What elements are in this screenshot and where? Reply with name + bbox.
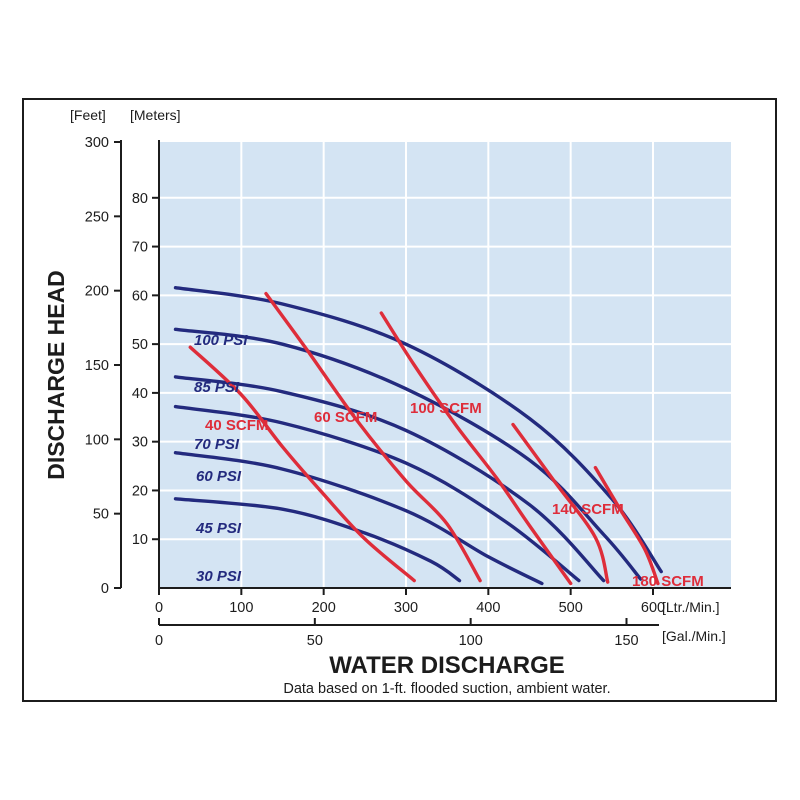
meters-tick-label: 50 (132, 337, 148, 353)
label-100-scfm: 100 SCFM (410, 400, 482, 417)
meters-tick-label: 60 (132, 288, 148, 304)
feet-tick-label: 300 (85, 135, 109, 151)
label-85-psi: 85 PSI (194, 379, 240, 396)
liters-tick-label: 200 (312, 600, 336, 616)
meters-tick-label: 30 (132, 435, 148, 451)
series-labels: 100 PSI 85 PSI 70 PSI 60 PSI 45 PSI 30 PSI 40 … (194, 332, 704, 590)
liters-tick-label: 300 (394, 600, 418, 616)
feet-tick-label: 50 (93, 507, 109, 523)
gallons-axis-label: [Gal./Min.] (662, 628, 726, 644)
meters-tick-label: 20 (132, 483, 148, 499)
tick-labels: 0 50 100 150 200 250 300 10 20 30 40 50 60 70 80 0 100 20… (85, 135, 665, 649)
label-30-psi: 30 PSI (196, 568, 242, 585)
liters-tick-label: 500 (559, 600, 583, 616)
axes (114, 140, 731, 626)
feet-tick-label: 250 (85, 209, 109, 225)
label-140-scfm: 140 SCFM (552, 501, 624, 518)
curve-100-scfm (379, 311, 573, 586)
x-axis-title: WATER DISCHARGE (329, 652, 565, 679)
meters-tick-label: 10 (132, 532, 148, 548)
gallons-tick-label: 50 (307, 633, 323, 649)
curve-180-scfm (593, 465, 660, 586)
liters-tick-label: 400 (476, 600, 500, 616)
chart-frame: 0 50 100 150 200 250 300 10 20 30 40 50 60 70 80 0 100 20… (22, 98, 777, 702)
label-60-psi: 60 PSI (196, 468, 242, 485)
feet-tick-label: 150 (85, 358, 109, 374)
meters-tick-label: 70 (132, 240, 148, 256)
performance-chart: 0 50 100 150 200 250 300 10 20 30 40 50 60 70 80 0 100 20… (43, 107, 731, 697)
curve-45-psi (173, 451, 544, 586)
feet-tick-label: 100 (85, 432, 109, 448)
curve-140-scfm (511, 422, 610, 584)
meters-axis-label: [Meters] (130, 107, 181, 123)
liters-tick-label: 0 (155, 600, 163, 616)
label-100-psi: 100 PSI (194, 332, 248, 349)
air-consumption-curves (188, 291, 660, 586)
feet-tick-label: 200 (85, 284, 109, 300)
y-axis-title: DISCHARGE HEAD (43, 270, 69, 480)
curve-40-scfm (188, 345, 416, 583)
meters-tick-label: 40 (132, 386, 148, 402)
chart-footnote: Data based on 1-ft. flooded suction, amb… (283, 681, 610, 697)
meters-tick-label: 80 (132, 191, 148, 207)
gallons-tick-label: 0 (155, 633, 163, 649)
label-40-scfm: 40 SCFM (205, 417, 268, 434)
liters-axis-label: [Ltr./Min.] (662, 599, 720, 615)
curve-70-psi (173, 375, 606, 583)
liters-tick-label: 100 (229, 600, 253, 616)
curve-85-psi (173, 327, 643, 581)
liters-tick-label: 600 (641, 600, 665, 616)
feet-axis-label: [Feet] (70, 107, 106, 123)
label-45-psi: 45 PSI (195, 520, 242, 537)
label-70-psi: 70 PSI (194, 436, 240, 453)
feet-tick-label: 0 (101, 581, 109, 597)
curve-60-psi (173, 404, 581, 583)
label-60-scfm: 60 SCFM (314, 409, 377, 426)
curve-60-scfm (264, 291, 482, 583)
label-180-scfm: 180 SCFM (632, 573, 704, 590)
grid-lines (159, 142, 731, 588)
gallons-tick-label: 100 (459, 633, 483, 649)
gallons-tick-label: 150 (614, 633, 638, 649)
